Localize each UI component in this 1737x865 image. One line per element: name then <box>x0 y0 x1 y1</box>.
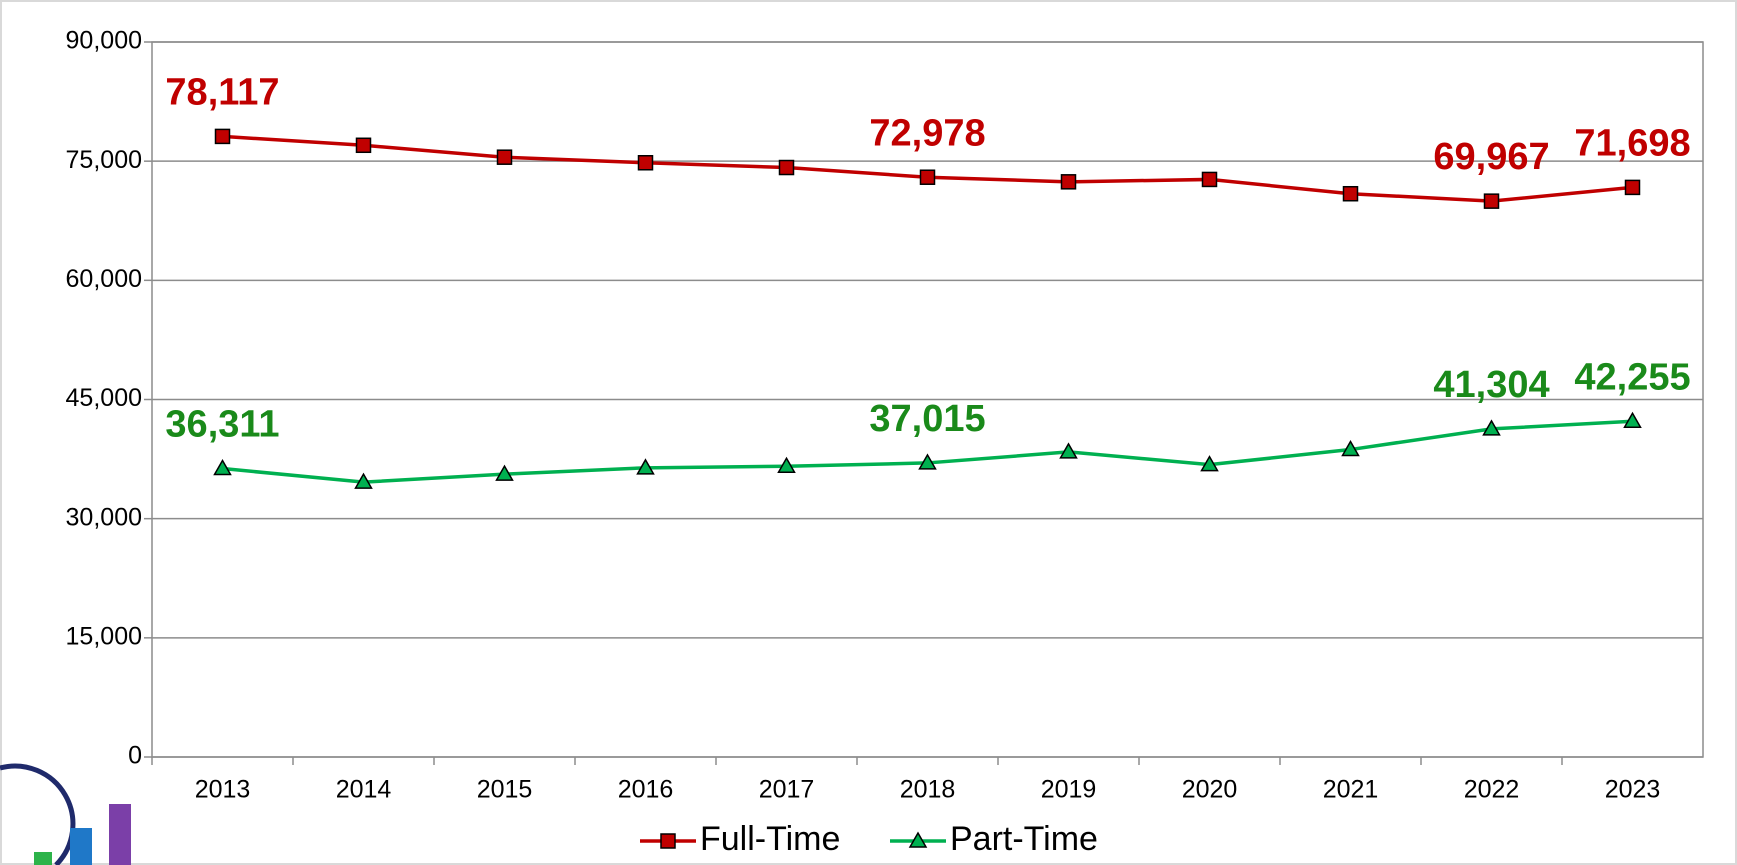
marker <box>1483 193 1500 209</box>
marker <box>355 137 372 154</box>
marker <box>1482 419 1501 436</box>
marker <box>1341 440 1360 457</box>
data-label: 37,015 <box>869 398 985 440</box>
data-label: 42,255 <box>1574 356 1690 398</box>
marker <box>908 831 928 848</box>
marker <box>1060 174 1077 190</box>
marker <box>354 472 373 489</box>
x-tick-label: 2013 <box>195 776 251 804</box>
marker <box>637 155 654 171</box>
marker <box>1059 442 1078 459</box>
marker <box>1200 455 1219 472</box>
marker <box>1624 179 1641 196</box>
data-label: 69,967 <box>1433 136 1549 178</box>
x-tick-label: 2022 <box>1464 776 1520 804</box>
logo-bar <box>70 828 92 865</box>
x-tick-label: 2018 <box>900 776 956 804</box>
logo-bar <box>34 852 52 865</box>
marker <box>918 453 937 470</box>
marker <box>1623 411 1642 429</box>
legend-label: Part-Time <box>950 820 1098 858</box>
x-tick-label: 2019 <box>1041 776 1097 804</box>
x-tick-label: 2015 <box>477 776 533 804</box>
plot-area <box>151 41 1704 758</box>
marker <box>496 149 513 165</box>
marker <box>1201 171 1218 188</box>
marker <box>777 456 796 473</box>
y-tick-label: 60,000 <box>66 265 142 293</box>
data-label: 72,978 <box>869 112 985 154</box>
marker <box>1342 185 1359 202</box>
data-label: 71,698 <box>1574 122 1690 164</box>
marker <box>213 459 232 476</box>
y-tick-label: 45,000 <box>66 384 142 412</box>
marker <box>778 159 795 176</box>
x-tick-label: 2014 <box>336 776 392 804</box>
marker <box>636 458 655 475</box>
data-label: 41,304 <box>1433 364 1549 406</box>
data-label: 36,311 <box>165 404 279 446</box>
logo-bar <box>109 804 131 865</box>
y-tick-label: 75,000 <box>66 146 142 174</box>
x-tick-label: 2020 <box>1182 776 1238 804</box>
marker <box>660 833 676 849</box>
logo-arc <box>0 763 76 865</box>
y-tick-label: 90,000 <box>66 27 142 55</box>
legend-label: Full-Time <box>700 820 840 858</box>
y-tick-label: 0 <box>128 742 142 770</box>
data-label: 78,117 <box>165 71 279 113</box>
marker <box>495 464 514 481</box>
x-tick-label: 2021 <box>1323 776 1379 804</box>
y-tick-label: 30,000 <box>66 503 142 531</box>
x-tick-label: 2016 <box>618 776 674 804</box>
marker <box>919 169 936 185</box>
x-tick-label: 2023 <box>1605 776 1661 804</box>
marker <box>214 128 231 145</box>
x-tick-label: 2017 <box>759 776 815 804</box>
logo <box>0 763 131 865</box>
y-tick-label: 15,000 <box>66 622 142 650</box>
